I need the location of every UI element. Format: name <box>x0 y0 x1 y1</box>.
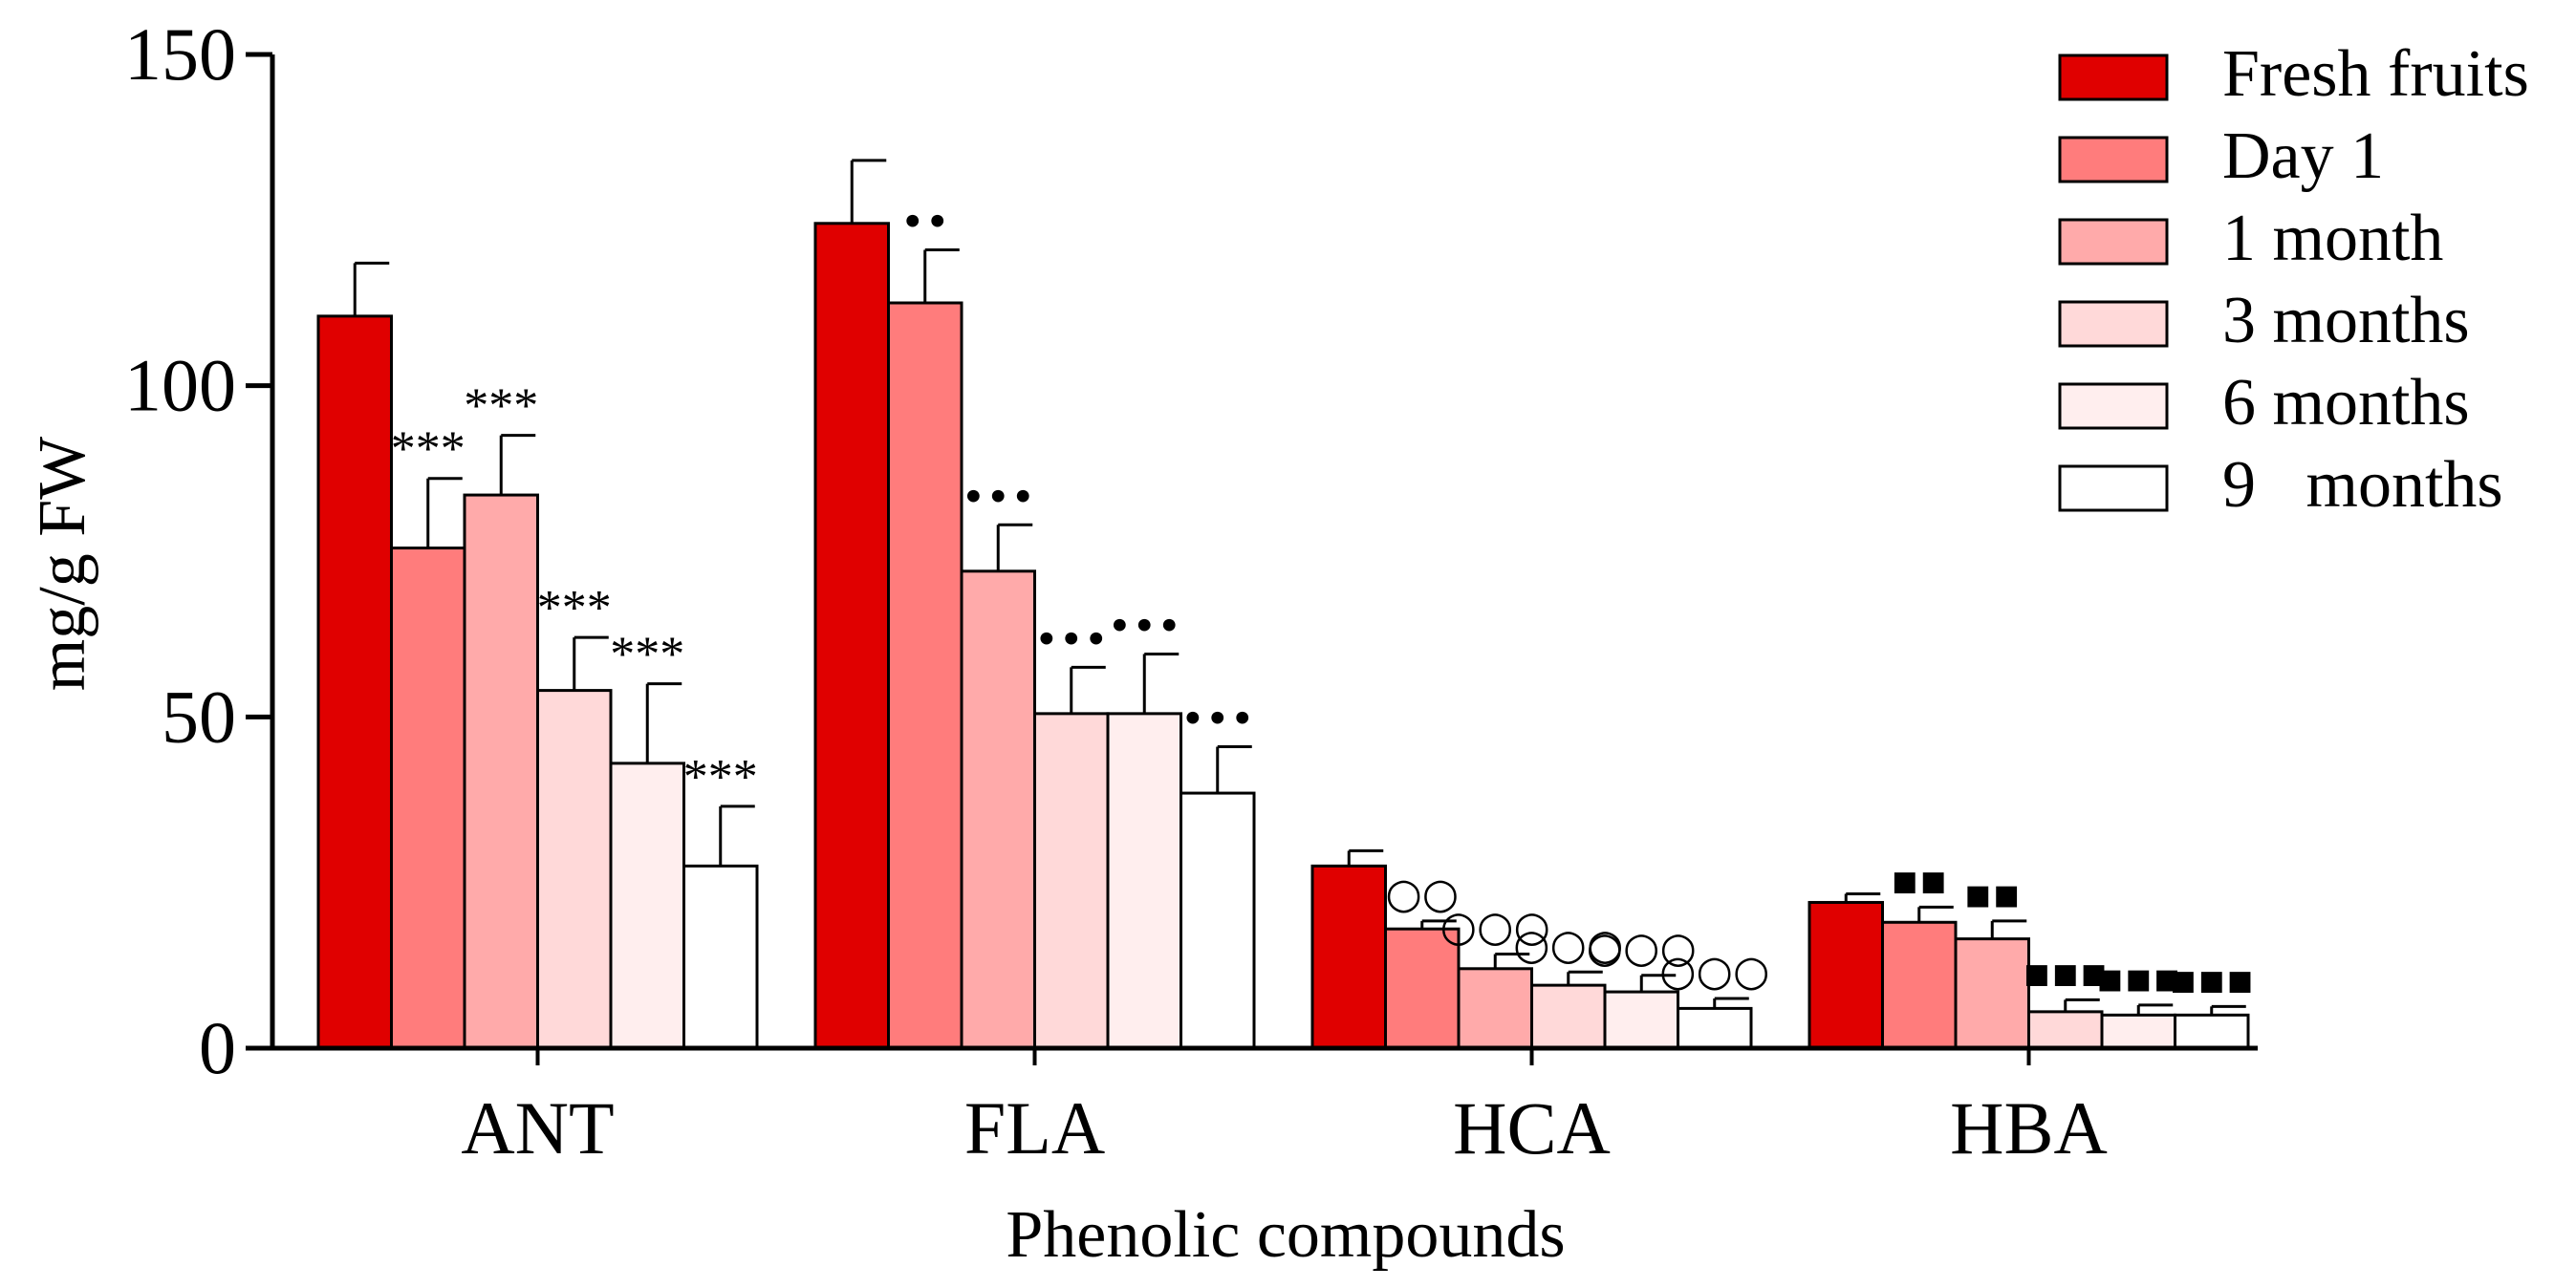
significance-label-ant-6-months: *** <box>610 628 684 682</box>
bar-hba-day-1 <box>1881 920 1958 1050</box>
significance-label-hba-day-1: ▪▪ <box>1891 855 1948 904</box>
legend-swatch-9-months <box>2058 464 2169 512</box>
x-tick-label-ant: ANT <box>461 1086 614 1170</box>
y-tick-label-50: 50 <box>162 675 236 758</box>
x-axis-title: Phenolic compounds <box>1006 1198 1565 1272</box>
bar-fla-6-months <box>1106 712 1182 1050</box>
legend-label-6-months: 6 months <box>2222 366 2470 440</box>
legend-swatch-6-months <box>2058 382 2169 430</box>
error-bars-layer <box>353 159 2246 1016</box>
bar-fla-fresh-fruits <box>813 222 890 1050</box>
significance-label-ant-1-month: *** <box>464 379 538 434</box>
bar-hba-1-month <box>1954 937 2030 1050</box>
y-tick-label-150: 150 <box>124 12 236 96</box>
bar-hba-3-months <box>2027 1010 2104 1050</box>
bar-ant-9-months <box>682 864 759 1050</box>
legend-label-3-months: 3 months <box>2222 284 2470 357</box>
bar-ant-6-months <box>609 762 685 1050</box>
significance-label-hca-1-month: ○○○ <box>1440 903 1550 952</box>
significance-label-fla-3-months: ••• <box>1034 615 1109 664</box>
bar-hba-fresh-fruits <box>1808 900 1884 1050</box>
bar-ant-1-month <box>463 493 539 1050</box>
bars-layer <box>316 222 2250 1050</box>
bar-hca-fresh-fruits <box>1310 864 1387 1050</box>
significance-label-hca-6-months: ○○○ <box>1587 924 1697 973</box>
y-tick-label-0: 0 <box>199 1006 236 1089</box>
significance-label-hca-9-months: ○○○ <box>1659 947 1769 996</box>
legend-swatch-fresh-fruits <box>2058 54 2169 101</box>
significance-layer: ***************••••••••••••••○○○○○○○○○○○… <box>391 199 2255 1004</box>
significance-label-ant-9-months: *** <box>683 750 758 805</box>
bar-fla-3-months <box>1033 712 1110 1050</box>
x-tick-label-hba: HBA <box>1950 1086 2108 1170</box>
legend-label-day-1: Day 1 <box>2222 119 2384 193</box>
bar-fla-1-month <box>960 569 1036 1050</box>
significance-label-fla-9-months: ••• <box>1180 696 1255 744</box>
x-tick-label-hca: HCA <box>1453 1086 1611 1170</box>
significance-label-hca-day-1: ○○ <box>1385 869 1459 918</box>
significance-label-fla-day-1: •• <box>900 199 950 247</box>
bar-fla-day-1 <box>887 301 963 1050</box>
legend-swatch-1-month <box>2058 218 2169 266</box>
legend-label-fresh-fruits: Fresh fruits <box>2222 37 2529 111</box>
legend-swatch-day-1 <box>2058 136 2169 183</box>
significance-label-fla-6-months: ••• <box>1107 602 1181 651</box>
bar-ant-3-months <box>536 689 613 1050</box>
bar-fla-9-months <box>1180 791 1256 1050</box>
bar-hca-day-1 <box>1384 927 1461 1050</box>
bar-hba-9-months <box>2174 1013 2250 1050</box>
bar-ant-day-1 <box>390 547 466 1050</box>
legend-label-1-month: 1 month <box>2222 202 2443 275</box>
significance-label-ant-day-1: *** <box>391 422 465 477</box>
bar-hba-6-months <box>2100 1013 2176 1050</box>
x-tick-label-fla: FLA <box>964 1086 1105 1170</box>
significance-label-ant-3-months: *** <box>537 581 612 635</box>
significance-label-hba-3-months: ▪▪▪ <box>2023 948 2108 997</box>
bar-hca-3-months <box>1530 983 1607 1050</box>
significance-label-fla-1-month: ••• <box>961 473 1035 522</box>
bar-ant-fresh-fruits <box>316 314 393 1050</box>
y-tick-label-100: 100 <box>124 344 236 427</box>
significance-label-hca-3-months: ○○○ <box>1513 920 1623 969</box>
axes-layer: ANT FLA HCA HBA 0 50 100 150 <box>124 12 2258 1170</box>
legend-label-9-months: 9 months <box>2222 448 2503 522</box>
y-axis-title: mg/g FW <box>26 437 99 691</box>
legend-swatch-3-months <box>2058 300 2169 348</box>
significance-label-hba-1-month: ▪▪ <box>1963 869 2021 918</box>
legend: Fresh fruits Day 1 1 month 3 months 6 months… <box>2058 37 2529 522</box>
bar-hca-1-month <box>1457 967 1533 1050</box>
significance-label-hba-6-months: ▪▪▪ <box>2096 954 2181 1002</box>
bar-hca-6-months <box>1603 990 1679 1050</box>
bar-hca-9-months <box>1677 1006 1753 1050</box>
significance-label-hba-9-months: ▪▪▪ <box>2169 955 2254 1003</box>
